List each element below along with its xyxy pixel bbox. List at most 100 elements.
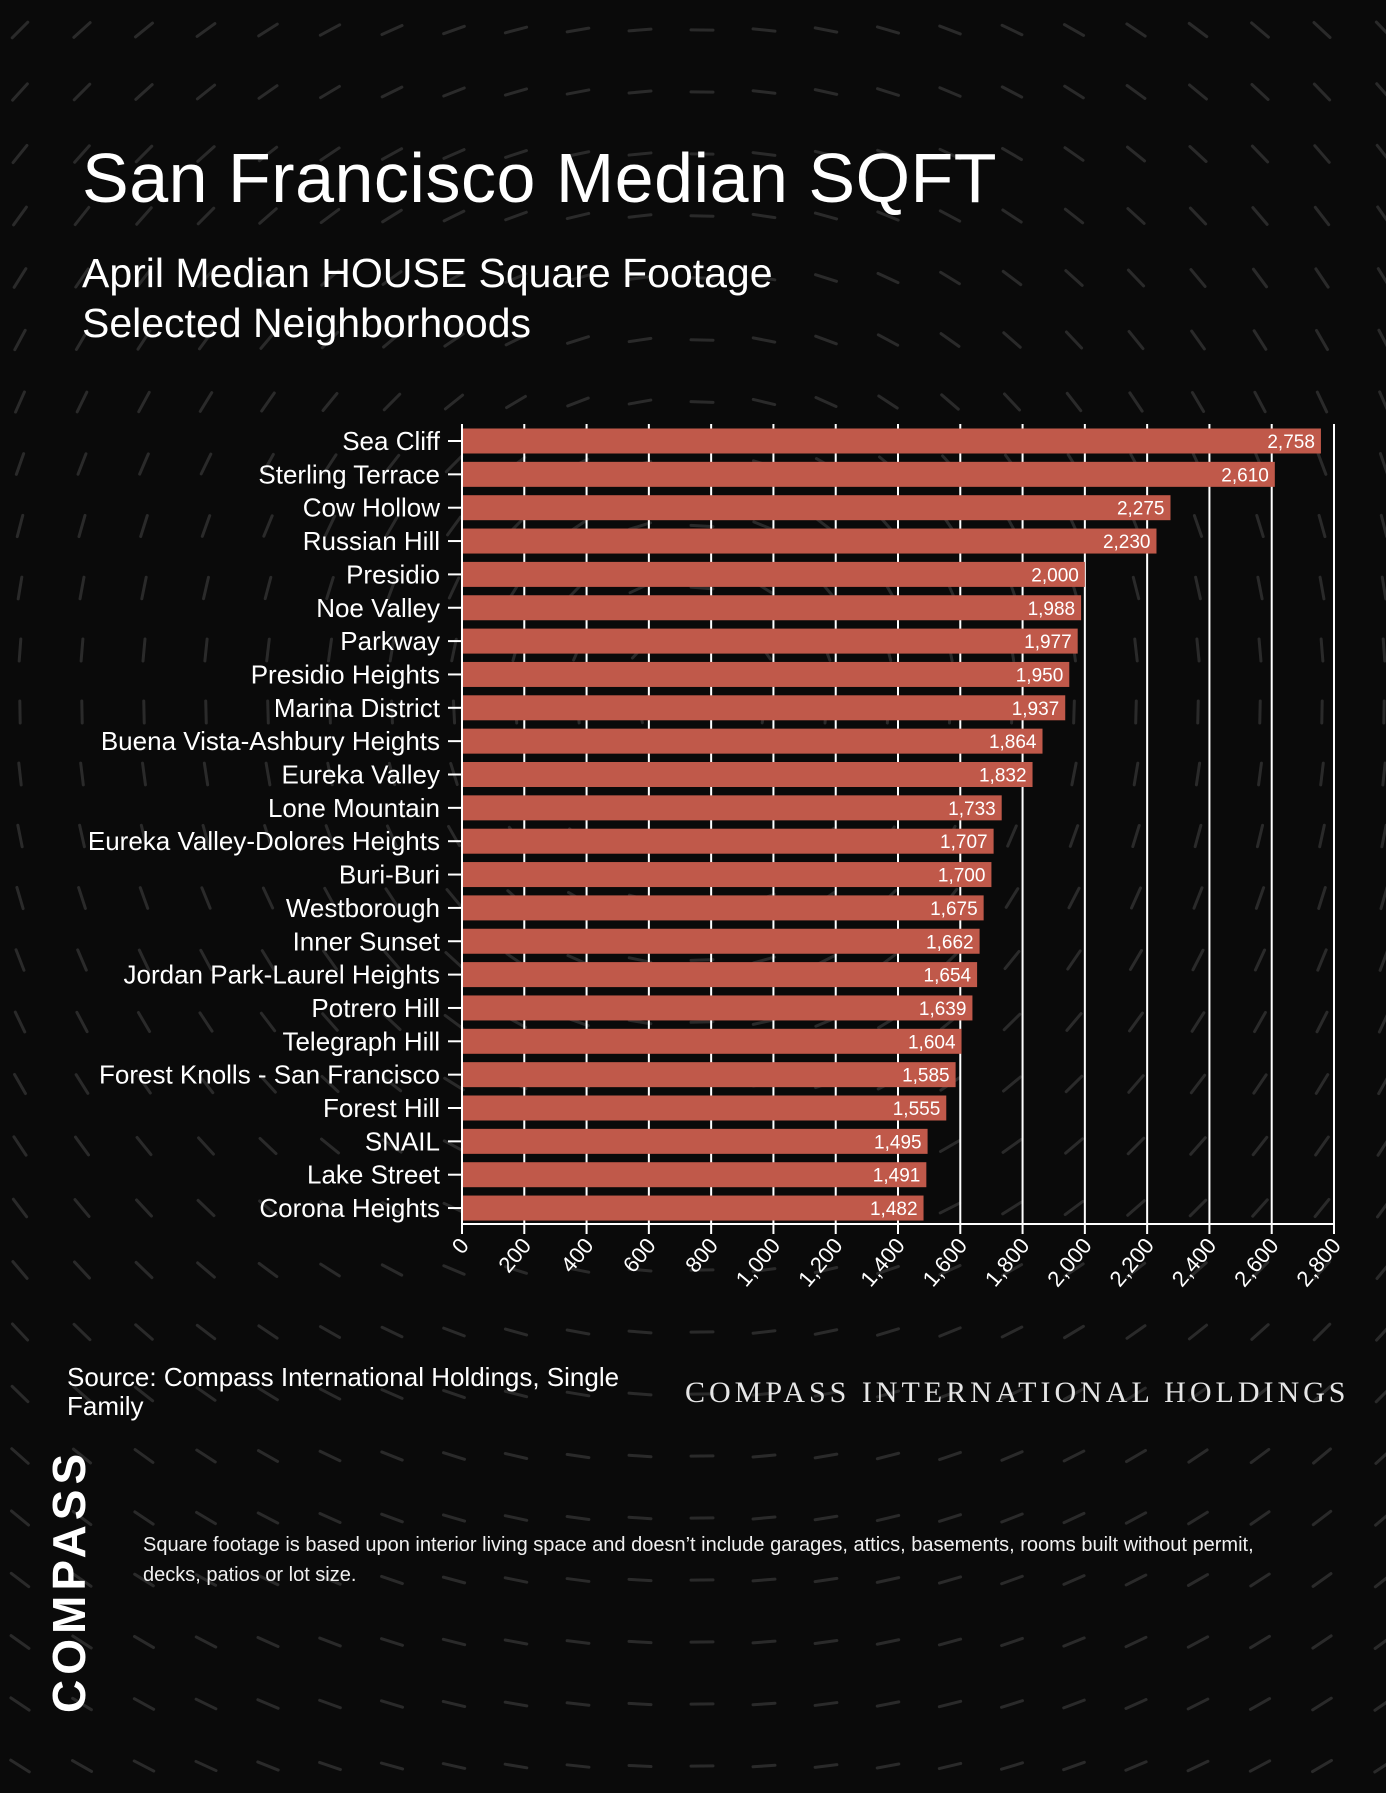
background-dash [689,523,715,529]
background-dash [1376,1140,1386,1157]
grid-lines [523,424,1335,1224]
background-dash [876,87,900,97]
background-dash [1190,329,1206,351]
background-dash [627,1701,653,1707]
background-dash [195,83,217,101]
background-dash [627,1329,653,1335]
x-tick-label: 400 [556,1233,599,1277]
background-dash [1063,207,1085,225]
background-dash [751,27,777,33]
background-dash [1126,268,1146,288]
category-label: Eureka Valley-Dolores Heights [88,826,440,856]
bar [462,661,1070,687]
background-dash [203,637,209,663]
background-dash [565,1577,591,1583]
background-dash [133,1572,155,1588]
background-dash [1062,1511,1086,1525]
background-dash [451,699,457,725]
background-dash [1006,824,1018,848]
background-dash [266,699,270,725]
background-dash [256,1760,280,1772]
background-dash [813,149,839,159]
background-dash [876,148,900,160]
background-dash [1064,269,1084,287]
subtitle-line-2: Selected Neighborhoods [82,300,532,346]
background-dash [256,1511,280,1525]
background-dash [194,1759,218,1773]
category-label: Cow Hollow [303,493,440,523]
background-dash [1187,1323,1209,1341]
background-dash [1000,1325,1024,1339]
bar-value-label: 2,230 [1103,532,1151,553]
background-dash [627,1515,653,1521]
background-dash [444,454,464,474]
category-label: Marina District [274,693,441,723]
background-dash [1380,575,1386,601]
background-dash [199,452,213,476]
background-dash [1250,144,1270,164]
background-dash [1188,1198,1208,1218]
category-label: Buri-Buri [339,860,440,890]
background-dash [1248,1697,1272,1711]
background-dash [1186,1635,1210,1649]
background-dash [132,1759,156,1773]
background-dash [77,886,87,910]
background-dash [875,1576,901,1584]
background-dash [751,1701,777,1707]
background-dash [1250,1260,1270,1280]
background-dash [443,1013,465,1031]
bar [462,862,992,888]
bar-value-label: 2,000 [1031,565,1079,586]
background-dash [503,1762,529,1770]
background-dash [1312,1385,1332,1403]
bar-value-label: 1,707 [940,832,988,853]
background-dash [199,948,213,972]
category-label: Lake Street [307,1160,441,1190]
background-dash [1314,1073,1330,1095]
background-dash [318,23,342,37]
background-dash [447,576,461,600]
background-dash [751,274,777,282]
background-dash [814,396,838,408]
bar [462,928,980,954]
x-tick-label: 2,000 [1042,1233,1097,1291]
background-dash [1128,1011,1144,1033]
x-tick-label: 0 [447,1233,474,1258]
background-dash [1190,1011,1206,1033]
background-dash [1188,206,1208,226]
background-dash [565,150,591,158]
page-title: San Francisco Median SQFT [82,139,998,217]
background-dash [1062,23,1086,37]
background-dash [1192,886,1204,910]
background-dash [261,452,275,476]
background-dash [503,1700,529,1708]
background-dash [197,1136,215,1156]
background-dash [876,210,900,222]
background-dash [1124,1573,1148,1587]
background-dash [12,205,28,227]
category-label: Presidio Heights [251,659,440,689]
background-dash [1000,23,1024,37]
background-dash [1253,1010,1267,1034]
background-dash [1004,887,1020,909]
background-dash [259,1011,277,1033]
bar-value-label: 1,662 [926,932,974,953]
x-tick-label: 2,400 [1167,1233,1222,1291]
background-dash [13,328,27,352]
background-dash [71,1572,93,1588]
background-dash [1187,1510,1209,1526]
background-dash [1191,948,1205,972]
background-dash [136,329,152,351]
background-dash [627,1018,653,1026]
x-tick-label: 1,200 [793,1233,848,1291]
background-dash [565,1266,591,1274]
background-dash [1255,513,1265,539]
background-dash [74,329,90,351]
bar [462,1162,927,1188]
background-dash [1311,1572,1333,1588]
background-dash [1253,390,1267,414]
background-dash [1128,391,1144,413]
background-dash [318,1512,342,1524]
x-tick-label: 200 [493,1233,536,1277]
